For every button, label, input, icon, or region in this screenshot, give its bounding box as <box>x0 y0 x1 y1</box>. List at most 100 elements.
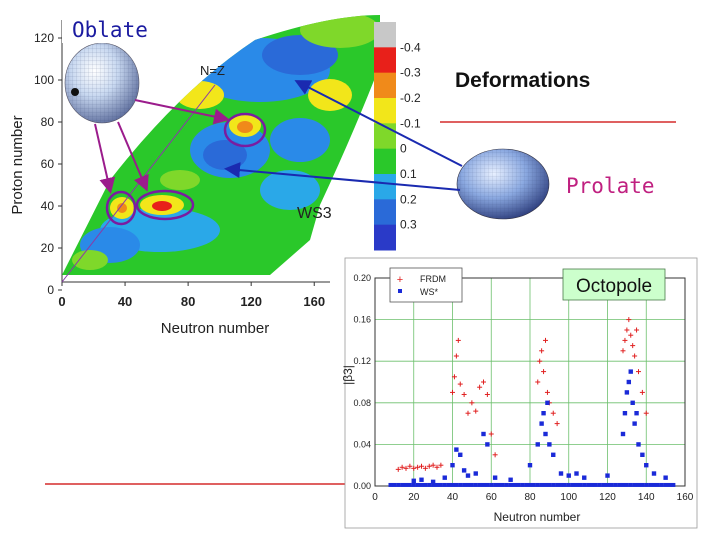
scatter-x-tick-label: 120 <box>599 492 616 503</box>
ws-point <box>624 390 630 395</box>
frdm-point <box>411 465 417 471</box>
colorbar-tick-label: -0.3 <box>400 66 421 80</box>
ws-point <box>458 452 463 457</box>
scatter-y-tick-label: 0.12 <box>353 356 371 366</box>
ws-point <box>626 379 632 385</box>
ws-baseline-point <box>481 482 486 487</box>
ws-baseline-point <box>609 482 614 487</box>
heatmap-y-label: Proton number <box>9 115 26 214</box>
ws-point <box>442 475 447 480</box>
colorbar-tick-label: 0.3 <box>400 218 417 232</box>
scatter-y-label: |β3| <box>341 365 355 385</box>
heatmap-y-tick-label: 20 <box>41 241 55 255</box>
frdm-point <box>484 391 490 397</box>
frdm-point <box>554 421 560 427</box>
ws-baseline-point <box>473 482 478 487</box>
frdm-point <box>473 408 479 414</box>
ws-baseline-point <box>504 482 509 487</box>
frdm-point <box>541 369 547 375</box>
ws-point <box>622 411 628 416</box>
deformation-colorbar: -0.4 -0.3 -0.2 -0.1 0 0.1 0.2 0.3 <box>374 22 421 251</box>
frdm-point <box>543 337 548 343</box>
frdm-point <box>477 384 483 390</box>
arrow-oblate-to-z80 <box>134 99 230 125</box>
frdm-point <box>426 463 432 469</box>
ws-baseline-point <box>450 482 455 487</box>
ws-baseline-point <box>566 482 571 487</box>
ws-baseline-point <box>438 482 443 487</box>
frdm-point <box>628 332 634 338</box>
scatter-x-tick-label: 160 <box>677 492 694 503</box>
heatmap-y-tick-label: 60 <box>41 157 55 171</box>
highlight-circle-z38 <box>105 190 137 226</box>
frdm-point <box>535 379 541 385</box>
ws-baseline-point <box>671 482 676 487</box>
frdm-point <box>488 431 494 437</box>
deformation-heatmap: 0 20 40 60 80 100 120 0 40 80 120 160 <box>9 15 380 337</box>
annotation-arrows <box>94 80 463 194</box>
ws-point <box>539 421 544 426</box>
ws-baseline-point <box>419 482 424 487</box>
scatter-x-tick-label: 80 <box>524 492 536 503</box>
heatmap-x-tick-label: 160 <box>303 294 325 309</box>
scatter-y-tick-label: 0.08 <box>353 398 371 408</box>
ws-baseline-point <box>446 482 451 487</box>
ws-baseline-point <box>644 482 649 487</box>
frdm-point <box>403 465 409 471</box>
legend-ws-label: WS* <box>420 287 438 297</box>
ws-point <box>465 473 471 478</box>
frdm-point <box>465 410 471 416</box>
ws-baseline-point <box>508 482 513 487</box>
frdm-point <box>626 317 632 323</box>
scatter-x-label: Neutron number <box>494 510 581 524</box>
colorbar-cell <box>374 98 396 124</box>
colorbar-cell <box>374 174 396 200</box>
ws-point <box>419 477 424 482</box>
ws-baseline-point <box>497 482 501 487</box>
ws-point <box>547 442 552 447</box>
colorbar-tick-label: 0 <box>400 142 407 156</box>
heatmap-y-ticks: 0 20 40 60 80 100 120 <box>34 31 62 297</box>
frdm-point <box>630 343 636 349</box>
ws-baseline-point <box>531 482 536 487</box>
frdm-point <box>438 462 444 468</box>
ws-point <box>430 479 436 485</box>
scatter-x-tick-label: 100 <box>560 492 577 503</box>
frdm-point <box>461 391 467 397</box>
frdm-point <box>450 389 455 395</box>
frdm-point <box>469 400 475 406</box>
frdm-point <box>434 464 440 470</box>
ws-point <box>558 471 564 476</box>
frdm-point <box>634 327 640 333</box>
frdm-point <box>407 463 413 469</box>
frdm-point <box>537 358 543 364</box>
ws-baseline-point <box>590 482 594 487</box>
colorbar-cell <box>374 224 396 251</box>
oblate-title: Oblate <box>72 18 148 42</box>
colorbar-tick-label: -0.1 <box>400 116 421 130</box>
ws-baseline-point <box>489 482 494 487</box>
scatter-x-tick-label: 140 <box>638 492 655 503</box>
ws-baseline-point <box>562 482 567 487</box>
ws-point <box>535 442 540 447</box>
ws-point <box>628 369 633 374</box>
ws-baseline-point <box>624 482 629 487</box>
ws-point <box>473 471 478 476</box>
ws-baseline-point <box>543 482 548 487</box>
highlight-circle-z40 <box>135 189 195 221</box>
colorbar-cell <box>374 148 396 175</box>
frdm-point <box>550 410 556 416</box>
frdm-series <box>395 317 649 472</box>
octopole-scatter-chart: 0 20 40 60 80 100 120 140 160 0.000.040.080.120.… <box>341 257 698 529</box>
ws-baseline-point <box>547 482 552 487</box>
ws-baseline-point <box>640 482 645 487</box>
legend-box <box>389 267 463 303</box>
ws-baseline-point <box>396 482 401 487</box>
ws-point <box>651 471 657 476</box>
ws-point <box>630 400 635 405</box>
frdm-point <box>422 465 428 471</box>
arrow-oblate-to-z40 <box>117 121 149 192</box>
ws-point <box>644 463 649 468</box>
ws-baseline-point <box>621 482 625 487</box>
ws-baseline-point <box>477 482 482 487</box>
